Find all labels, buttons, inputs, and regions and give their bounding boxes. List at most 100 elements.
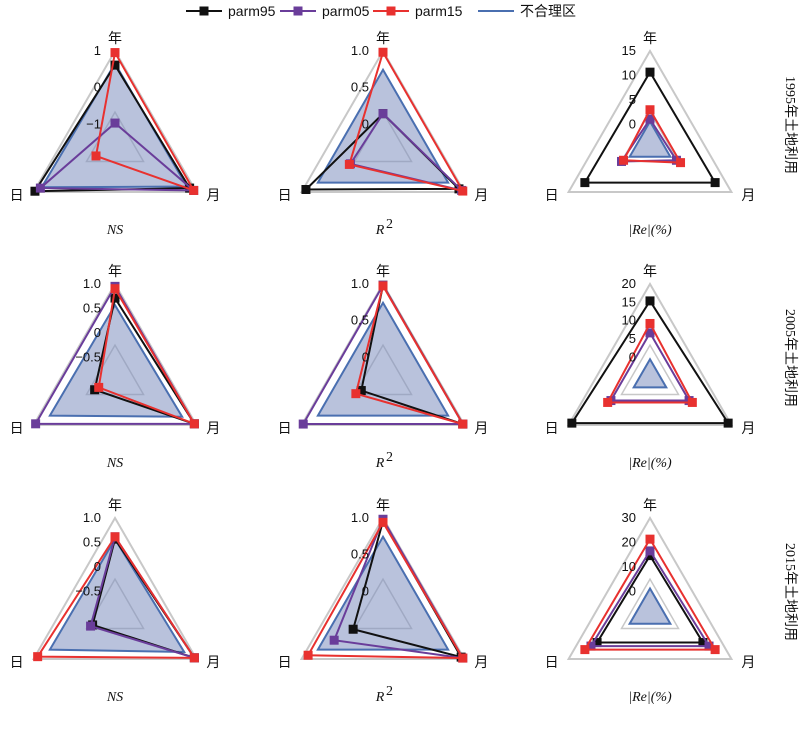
series-point-parm95 (645, 296, 655, 306)
legend: parm95 parm05 parm15 不合理区 (186, 3, 576, 19)
series-point-parm05 (378, 109, 388, 119)
tick-label: 15 (622, 43, 636, 58)
unreasonable-zone (316, 534, 450, 651)
series-point-parm95 (645, 67, 655, 77)
series-point-parm05 (298, 419, 308, 429)
series-point-parm05 (31, 419, 41, 429)
series-line-parm15 (306, 520, 465, 660)
metric-label-r2: R (375, 223, 385, 238)
series-point-parm15 (110, 532, 120, 542)
tick-label: 1.0 (351, 510, 369, 525)
tick-label: 1.0 (83, 510, 101, 525)
legend-label: parm15 (415, 3, 463, 19)
vertex-label-year: 年 (376, 498, 390, 514)
tick-label: 5 (629, 92, 636, 107)
series-line-parm95 (93, 295, 197, 426)
series-point-parm15 (645, 105, 655, 115)
unreasonable-zone (627, 119, 673, 158)
legend-item-1: parm05 (280, 3, 370, 19)
vertex-label-month: 月 (474, 188, 488, 204)
series-point-parm15 (189, 419, 199, 429)
unreasonable-zone (48, 303, 184, 418)
metric-label-ns: NS (106, 223, 123, 238)
series-point-parm15 (378, 47, 388, 57)
series-point-parm05 (329, 635, 339, 645)
series-point-parm15 (676, 158, 686, 168)
series-point-parm15 (189, 185, 199, 195)
legend-item-0: parm95 (186, 3, 276, 19)
series-line-parm95 (583, 70, 717, 184)
radar-panel-R2-2: 1.0 0.5 0 年月 日 R 2 (278, 498, 489, 705)
series-point-parm15 (303, 650, 313, 660)
series-point-parm05 (645, 546, 655, 556)
unreasonable-zone (631, 357, 669, 389)
tick-label: 10 (622, 559, 636, 574)
series-point-parm15 (580, 645, 590, 655)
radar-panel-NS-1: 1.0 0.5 0 −0.5 年月 日 NS (10, 264, 221, 471)
tick-label: 5 (629, 331, 636, 346)
tick-label: 0.5 (351, 80, 369, 95)
vertex-label-year: 年 (643, 264, 657, 280)
tick-label: 0 (94, 325, 101, 340)
tick-label: 0.5 (83, 534, 101, 549)
vertex-label-day: 日 (278, 188, 292, 204)
radar-panel-R2-0: 1.0 0.5 0 年月 日 R 2 (278, 31, 489, 238)
radar-panel-NS-0: 1 0 −1 年月 日 NS (10, 31, 221, 238)
radar-outer-frame (31, 515, 199, 660)
series-point-parm95 (710, 178, 720, 188)
tick-label: 0.5 (351, 313, 369, 328)
metric-label-r2-sup: 2 (386, 450, 393, 465)
series-line-parm15 (583, 537, 717, 651)
vertex-label-month: 月 (474, 421, 488, 437)
radar-outer-frame (31, 48, 199, 193)
tick-label: 0 (362, 583, 369, 598)
metric-label-r2: R (375, 690, 385, 705)
series-point-parm15 (110, 284, 120, 294)
series-line-parm15 (94, 49, 196, 193)
series-point-parm15 (458, 186, 468, 196)
tick-label: 30 (622, 510, 636, 525)
tick-label: −1 (86, 116, 101, 131)
radar-outer-frame (566, 281, 734, 426)
series-point-parm15 (710, 645, 720, 655)
unreasonable-zone (316, 300, 450, 417)
series-point-parm15 (378, 281, 388, 291)
metric-label-ns: NS (106, 456, 123, 471)
series-point-parm95 (348, 624, 358, 634)
legend-label: 不合理区 (520, 3, 576, 19)
series-point-parm95 (698, 638, 708, 648)
series-line-parm95 (570, 299, 730, 425)
radar-panel-R2-1: 1.0 0.5 0 年月 日 R 2 (278, 264, 489, 471)
radar-panel-Re-2: 30 20 10 0 年月 日 |Re|(%) (545, 498, 756, 705)
series-line-parm05 (589, 549, 711, 648)
tick-label: 1.0 (83, 276, 101, 291)
vertex-label-year: 年 (643, 31, 657, 47)
radar-panel-Re-1: 20 15 10 5 0 年月 日 |Re|(%) (545, 264, 756, 471)
series-point-parm05 (35, 183, 45, 193)
metric-label-ns: NS (106, 690, 123, 705)
vertex-label-year: 年 (108, 264, 122, 280)
tick-label: 0.5 (351, 547, 369, 562)
vertex-label-day: 日 (545, 421, 559, 437)
series-point-parm95 (645, 551, 655, 561)
series-line-parm95 (595, 553, 705, 644)
series-point-parm15 (603, 397, 613, 407)
series-line-parm05 (609, 330, 691, 402)
series-point-parm15 (351, 389, 361, 399)
row-label-1: 2005年土地利用 (782, 309, 798, 407)
series-line-parm05 (37, 121, 197, 192)
tick-label: 1 (94, 43, 101, 58)
vertex-label-year: 年 (376, 264, 390, 280)
series-line-parm15 (605, 321, 695, 404)
tick-label: 20 (622, 276, 636, 291)
series-point-parm05 (86, 621, 96, 631)
series-point-parm95 (580, 178, 590, 188)
metric-label-r2: R (375, 456, 385, 471)
vertex-label-month: 月 (206, 188, 220, 204)
series-point-parm15 (645, 318, 655, 328)
series-point-parm15 (378, 517, 388, 527)
legend-marker (293, 6, 303, 16)
tick-label: 0 (94, 80, 101, 95)
